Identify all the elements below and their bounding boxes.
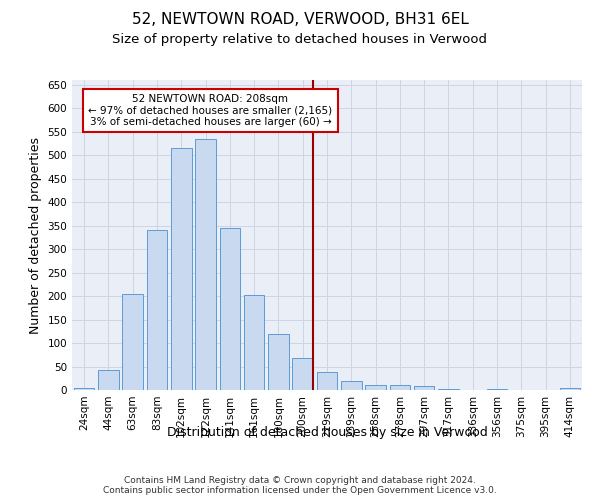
Text: 52, NEWTOWN ROAD, VERWOOD, BH31 6EL: 52, NEWTOWN ROAD, VERWOOD, BH31 6EL	[131, 12, 469, 28]
Bar	[438, 388, 459, 390]
Bar	[195, 138, 216, 390]
Text: Size of property relative to detached houses in Verwood: Size of property relative to detached ho…	[113, 32, 487, 46]
Bar	[268, 334, 289, 390]
Text: Distribution of detached houses by size in Verwood: Distribution of detached houses by size …	[167, 426, 487, 439]
Bar	[244, 294, 265, 390]
Bar	[146, 230, 167, 390]
Bar	[292, 358, 313, 390]
Bar	[365, 386, 386, 390]
Bar	[389, 386, 410, 390]
Bar	[317, 372, 337, 390]
Bar	[171, 148, 191, 390]
Bar	[220, 228, 240, 390]
Text: 52 NEWTOWN ROAD: 208sqm
← 97% of detached houses are smaller (2,165)
3% of semi-: 52 NEWTOWN ROAD: 208sqm ← 97% of detache…	[88, 94, 332, 128]
Bar	[487, 388, 508, 390]
Y-axis label: Number of detached properties: Number of detached properties	[29, 136, 42, 334]
Bar	[341, 380, 362, 390]
Bar	[560, 388, 580, 390]
Text: Contains HM Land Registry data © Crown copyright and database right 2024.
Contai: Contains HM Land Registry data © Crown c…	[103, 476, 497, 495]
Bar	[414, 386, 434, 390]
Bar	[74, 388, 94, 390]
Bar	[98, 370, 119, 390]
Bar	[122, 294, 143, 390]
